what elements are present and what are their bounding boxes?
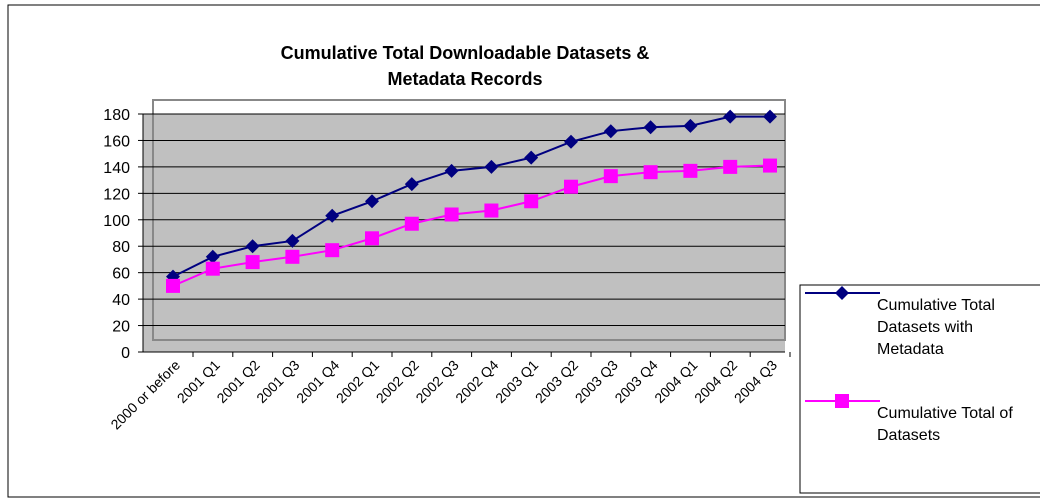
legend-label: Cumulative Total Datasets with Metadata — [877, 297, 995, 358]
x-tick-label: 2001 Q1 — [174, 357, 223, 406]
point — [325, 243, 340, 258]
x-tick-label: 2003 Q2 — [532, 357, 581, 406]
point — [564, 134, 578, 149]
point — [365, 231, 379, 246]
x-tick-label: 2004 Q3 — [731, 357, 780, 406]
legend-marker — [835, 394, 849, 408]
y-tick-label: 80 — [112, 239, 130, 256]
point — [285, 249, 300, 264]
point — [683, 163, 698, 178]
point — [404, 177, 419, 192]
y-tick-label: 40 — [112, 292, 130, 309]
x-tick-label: 2002 Q2 — [373, 357, 422, 406]
series-line — [172, 115, 770, 278]
legend-box — [799, 284, 1040, 494]
point — [484, 159, 499, 174]
point — [365, 194, 379, 209]
series-line — [172, 164, 771, 287]
y-tick-label: 180 — [103, 107, 130, 124]
point — [763, 109, 777, 124]
point — [723, 109, 738, 124]
x-tick-label: 2002 Q3 — [412, 357, 461, 406]
y-tick-label: 120 — [103, 186, 130, 203]
chart-border — [7, 4, 1040, 498]
point — [245, 239, 260, 254]
point — [444, 163, 459, 178]
y-tick-label: 100 — [103, 213, 130, 230]
point — [245, 255, 260, 270]
point — [205, 261, 220, 276]
chart-title: Cumulative Total Downloadable Datasets &… — [280, 43, 650, 89]
x-tick-label: 2000 or before — [107, 357, 183, 433]
x-tick-label: 2003 Q1 — [492, 357, 541, 406]
plot-area — [143, 114, 785, 352]
x-tick-label: 2004 Q1 — [651, 357, 700, 406]
point — [683, 118, 698, 133]
point — [484, 203, 499, 218]
legend-label: Cumulative Total of Datasets — [877, 405, 1013, 444]
point — [404, 216, 419, 231]
point — [524, 150, 539, 165]
point — [166, 278, 180, 293]
point — [524, 194, 539, 209]
x-tick-label: 2004 Q2 — [691, 357, 740, 406]
point — [564, 179, 578, 194]
y-tick-label: 160 — [103, 133, 130, 150]
point — [603, 169, 618, 184]
point — [723, 159, 738, 174]
point — [763, 158, 777, 173]
x-tick-label: 2001 Q2 — [213, 357, 262, 406]
legend-marker — [835, 286, 849, 300]
point — [603, 124, 618, 139]
point — [205, 249, 220, 264]
point — [325, 208, 340, 223]
y-tick-label: 60 — [112, 266, 130, 283]
y-tick-label: 140 — [103, 160, 130, 177]
x-tick-label: 2002 Q4 — [452, 357, 501, 406]
point — [285, 233, 300, 248]
y-tick-label: 0 — [121, 345, 130, 362]
x-tick-label: 2002 Q1 — [333, 357, 382, 406]
x-tick-label: 2001 Q4 — [293, 357, 342, 406]
point — [643, 165, 658, 180]
point — [643, 120, 658, 135]
x-tick-label: 2001 Q3 — [253, 357, 302, 406]
x-tick-label: 2003 Q4 — [611, 357, 660, 406]
x-tick-label: 2003 Q3 — [572, 357, 621, 406]
y-tick-label: 20 — [112, 319, 130, 336]
point — [444, 207, 459, 222]
